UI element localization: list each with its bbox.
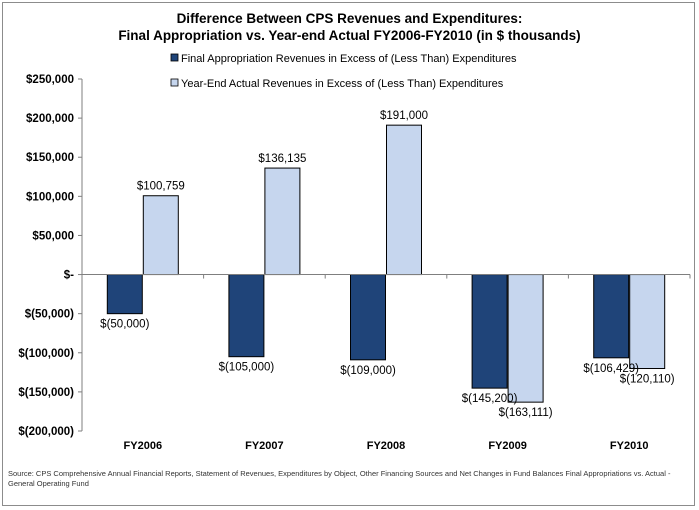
bar-final-appropriation bbox=[350, 274, 386, 361]
y-tick-label: $(50,000) bbox=[25, 309, 74, 321]
data-label: $(163,111) bbox=[499, 407, 553, 419]
bar-final-appropriation bbox=[106, 274, 143, 315]
y-tick-label: $(100,000) bbox=[18, 348, 74, 360]
y-tick-label: $150,000 bbox=[26, 152, 74, 164]
data-label: $(109,000) bbox=[340, 365, 396, 377]
y-tick-label: $(150,000) bbox=[18, 387, 74, 399]
data-label: $136,135 bbox=[258, 153, 306, 165]
data-label: $(106,429) bbox=[583, 363, 639, 375]
chart-title-line-2: Final Appropriation vs. Year-end Actual … bbox=[118, 28, 581, 43]
bar-year-end-actual bbox=[386, 124, 422, 276]
x-category-label: FY2006 bbox=[124, 440, 163, 452]
bar-year-end-actual bbox=[142, 195, 179, 276]
x-category-label: FY2009 bbox=[488, 440, 527, 452]
chart-frame bbox=[2, 2, 695, 506]
data-labels: $(50,000) $100,759 $(105,000) $136,135 $(109… bbox=[100, 110, 675, 419]
legend-label-final-appropriation: Final Appropriation Revenues in Excess o… bbox=[181, 53, 517, 65]
chart-title: Difference Between CPS Revenues and Expe… bbox=[0, 10, 699, 44]
legend: Final Appropriation Revenues in Excess o… bbox=[170, 53, 517, 90]
bar-year-end-actual bbox=[507, 274, 544, 403]
x-axis: FY2006 FY2007 FY2008 FY2009 FY2010 bbox=[81, 274, 691, 452]
data-label: $(145,200) bbox=[462, 393, 518, 405]
bar-year-end-actual bbox=[264, 167, 301, 276]
legend-swatch-year-end-actual bbox=[170, 78, 179, 87]
x-category-label: FY2007 bbox=[245, 440, 284, 452]
y-tick-label: $- bbox=[64, 270, 74, 282]
y-tick-label: $(200,000) bbox=[18, 426, 74, 438]
data-label: $(50,000) bbox=[100, 319, 149, 331]
bar-year-end-actual bbox=[629, 274, 666, 370]
data-label: $(105,000) bbox=[219, 362, 275, 374]
chart-title-line-1: Difference Between CPS Revenues and Expe… bbox=[176, 11, 523, 26]
data-label: $(120,110) bbox=[620, 374, 675, 386]
data-label: $191,000 bbox=[380, 110, 428, 122]
y-tick-label: $50,000 bbox=[32, 230, 74, 242]
y-axis: $250,000 $200,000 $150,000 $100,000 $50,000 $… bbox=[18, 74, 83, 438]
bar-final-appropriation bbox=[471, 274, 508, 389]
y-tick-label: $100,000 bbox=[26, 191, 74, 203]
y-tick-label: $250,000 bbox=[26, 74, 74, 86]
data-label: $100,759 bbox=[137, 181, 185, 193]
bar-final-appropriation bbox=[593, 274, 630, 359]
x-category-label: FY2008 bbox=[367, 440, 406, 452]
legend-swatch-final-appropriation bbox=[170, 53, 179, 62]
source-note: Source: CPS Comprehensive Annual Financi… bbox=[8, 469, 671, 488]
legend-label-year-end-actual: Year-End Actual Revenues in Excess of (L… bbox=[181, 78, 504, 90]
y-tick-label: $200,000 bbox=[26, 113, 74, 125]
bars bbox=[106, 124, 666, 403]
x-category-label: FY2010 bbox=[610, 440, 649, 452]
bar-final-appropriation bbox=[228, 274, 265, 358]
